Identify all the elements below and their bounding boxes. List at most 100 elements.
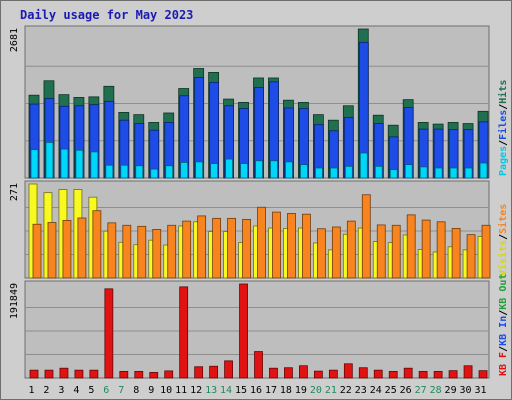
bar-pages (30, 149, 39, 179)
bar-pages (180, 162, 189, 179)
bar-pages (434, 167, 443, 179)
bar-kb-f (463, 365, 473, 379)
x-tick-label: 18 (280, 385, 292, 396)
x-tick-label: 15 (235, 385, 247, 396)
bar-pages (329, 167, 338, 179)
legend-entry: KB Out (498, 274, 509, 310)
bar-kb-f (388, 370, 398, 379)
bar-pages (270, 160, 278, 179)
y-tick-label: 191849 (9, 283, 20, 319)
legend-bottom: KB F/KB In/KB Out (498, 274, 509, 376)
bar-sites (466, 234, 476, 279)
bar-kb-f (119, 370, 129, 379)
bar-sites (107, 222, 117, 279)
x-tick-label: 28 (430, 385, 442, 396)
bar-kb-f (284, 367, 293, 379)
legend-separator: / (498, 346, 509, 352)
x-tick-label: 8 (133, 385, 139, 396)
bar-kb-f (149, 371, 159, 379)
bar-sites (272, 211, 281, 279)
bar-pages (210, 163, 219, 179)
y-tick-label: 271 (9, 183, 20, 201)
x-tick-label: 12 (190, 385, 202, 396)
bar-sites (406, 214, 416, 279)
x-tick-label: 29 (445, 385, 457, 396)
bar-pages (285, 161, 293, 179)
bar-pages (75, 149, 84, 179)
bar-kb-f (478, 370, 488, 379)
bar-sites (391, 224, 401, 279)
legend-separator: / (498, 234, 509, 240)
legend-entry: KB F (498, 352, 509, 376)
x-tick-label: 13 (205, 385, 217, 396)
bar-sites (316, 228, 326, 279)
bar-pages (195, 161, 204, 179)
x-tick-label: 17 (265, 385, 277, 396)
bar-kb-f (343, 363, 353, 379)
bar-sites (421, 219, 431, 279)
x-tick-label: 6 (103, 385, 109, 396)
bar-kb-f (134, 370, 144, 379)
bar-kb-f (74, 369, 84, 379)
legend-separator: / (498, 104, 509, 110)
x-tick-label: 16 (250, 385, 262, 396)
x-tick-label: 22 (340, 385, 352, 396)
x-tick-label: 7 (118, 385, 124, 396)
legend-separator: / (498, 310, 509, 316)
bar-pages (90, 151, 99, 179)
bar-kb-f (299, 365, 308, 379)
bar-sites (227, 217, 236, 279)
bar-sites (137, 225, 147, 279)
x-tick-label: 31 (474, 385, 486, 396)
bar-pages (45, 142, 54, 179)
x-tick-label: 14 (220, 385, 232, 396)
bar-kb-f (254, 351, 263, 379)
bar-sites (302, 213, 311, 279)
bar-kb-f (164, 370, 174, 379)
legend-middle: Visits/Sites (497, 204, 509, 276)
bar-pages (60, 148, 69, 179)
bar-sites (376, 224, 386, 279)
bar-kb-f (194, 366, 204, 379)
x-tick-label: 4 (73, 385, 79, 396)
bar-kb-f (89, 369, 99, 379)
x-tick-label: 2 (43, 385, 49, 396)
x-tick-label: 23 (355, 385, 367, 396)
bar-sites (481, 224, 491, 279)
bar-kb-f (104, 288, 114, 379)
bar-pages (120, 164, 129, 179)
bar-sites (197, 215, 207, 279)
bar-pages (419, 166, 428, 179)
x-tick-label: 9 (148, 385, 154, 396)
x-tick-label: 10 (160, 385, 172, 396)
bar-pages (389, 169, 398, 179)
bar-sites (47, 222, 57, 279)
bar-sites (346, 220, 356, 279)
x-tick-label: 1 (28, 385, 34, 396)
chart-title: Daily usage for May 2023 (20, 8, 193, 22)
bar-pages (165, 165, 174, 179)
bar-kb-f (418, 370, 428, 379)
bar-sites (436, 221, 446, 279)
bar-pages (240, 163, 248, 179)
bar-kb-f (448, 370, 458, 379)
legend-entry: Visits (497, 240, 509, 276)
bar-kb-f (433, 370, 443, 379)
x-tick-label: 25 (385, 385, 397, 396)
bar-kb-f (59, 367, 69, 379)
bar-pages (314, 167, 323, 179)
x-tick-label: 19 (295, 385, 307, 396)
bar-sites (77, 217, 87, 279)
bar-pages (359, 152, 368, 179)
bar-sites (152, 229, 162, 279)
legend-entry: KB In (498, 316, 509, 346)
y-tick-label: 2681 (9, 28, 20, 52)
x-tick-label: 21 (325, 385, 337, 396)
bar-sites (242, 218, 251, 279)
bar-kb-f (224, 360, 233, 379)
bar-kb-f (313, 370, 323, 379)
bar-pages (344, 165, 353, 179)
bar-pages (150, 168, 159, 179)
